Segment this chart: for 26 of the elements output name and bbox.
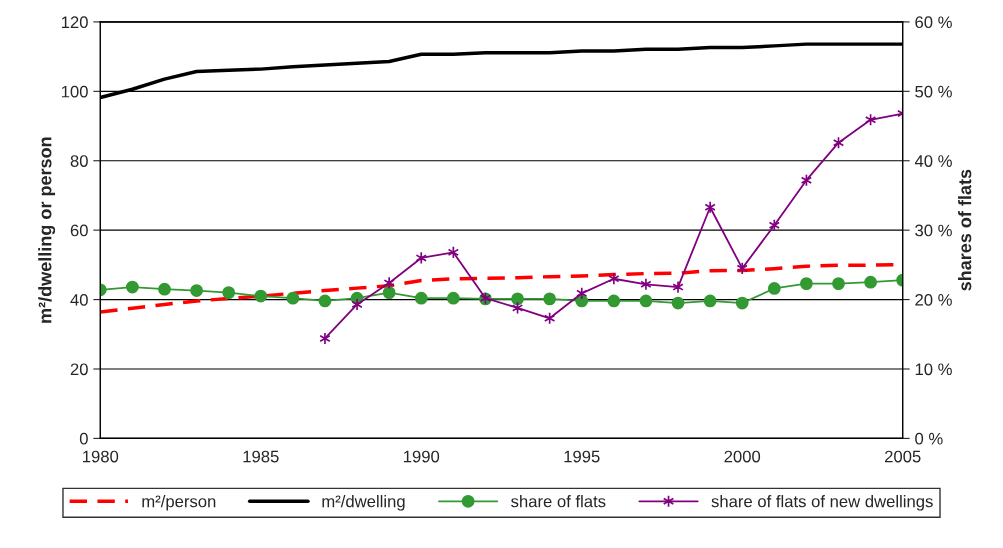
y-tick-label: 100 bbox=[61, 85, 88, 98]
x-tick-label: 2005 bbox=[885, 450, 921, 463]
y2-tick-label: 0 % bbox=[915, 432, 943, 445]
y2-tick-label: 50 % bbox=[915, 85, 952, 98]
x-tick-label: 1995 bbox=[564, 450, 600, 463]
y-tick-label: 60 bbox=[70, 224, 88, 237]
y2-tick-label: 60 % bbox=[915, 16, 952, 29]
x-tick-label: 1980 bbox=[83, 450, 119, 463]
y2-tick-label: 30 % bbox=[915, 224, 952, 237]
y-tick-label: 40 bbox=[70, 293, 88, 306]
legend-label: m²/dwelling bbox=[322, 495, 405, 511]
y-tick-label: 0 bbox=[79, 432, 88, 445]
y-tick-label: 20 bbox=[70, 363, 88, 376]
legend-label: share of flats bbox=[511, 495, 606, 508]
legend-label: m²/person bbox=[142, 495, 216, 511]
legend-label: share of flats of new dwellings bbox=[711, 495, 933, 511]
x-tick-label: 1985 bbox=[243, 450, 279, 463]
y2-axis-title: shares of flats bbox=[958, 169, 972, 291]
y-tick-label: 80 bbox=[70, 155, 88, 167]
y2-tick-label: 40 % bbox=[914, 155, 952, 167]
x-tick-label: 1990 bbox=[403, 450, 440, 463]
y-axis-title: m²/dwelling or person bbox=[38, 137, 56, 323]
y-tick-label: 120 bbox=[61, 16, 88, 29]
y2-tick-label: 20 % bbox=[915, 293, 952, 306]
y2-tick-label: 10 % bbox=[915, 363, 952, 376]
x-tick-label: 2000 bbox=[724, 450, 761, 463]
